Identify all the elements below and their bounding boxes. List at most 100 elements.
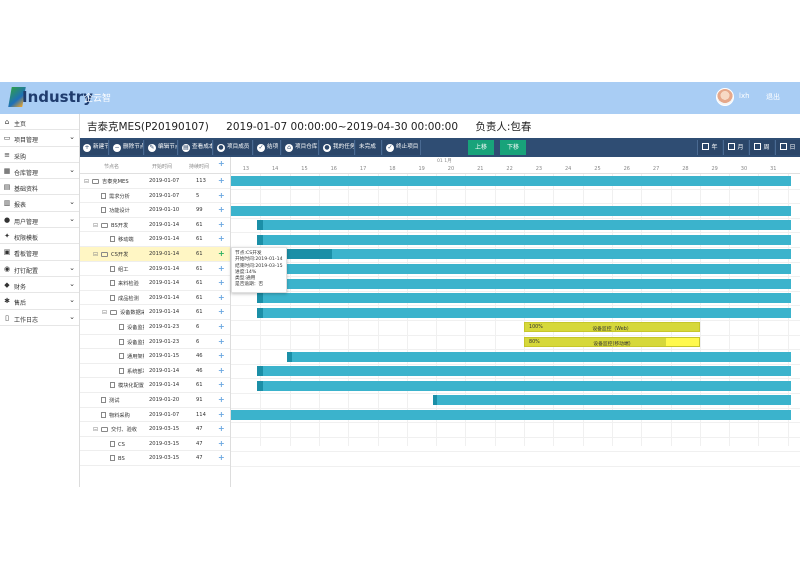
table-row[interactable]: ⊟ BS开发 2019-01-14 61 + [80,218,230,233]
sidebar-item[interactable]: ✱ 售后 ⌄ [0,293,79,310]
col-name-header[interactable]: 节点名 [104,164,120,170]
table-row[interactable]: 移动端 2019-01-14 61 + [80,232,230,247]
task-bar[interactable] [231,409,791,420]
task-bar[interactable] [433,395,791,406]
view-3-button[interactable]: 日 [775,140,800,155]
task-bar[interactable]: 80% 设备监控(移动端) [524,336,700,347]
move-up-button[interactable]: 上移 [468,140,494,155]
add-child-icon[interactable]: + [218,249,225,258]
node-name[interactable]: 设备数据采集 [110,309,144,316]
col-duration-header[interactable]: 持续时间 [189,164,210,170]
add-child-icon[interactable]: + [218,365,225,375]
table-row[interactable]: 来料检验 2019-01-14 61 + [80,276,230,291]
add-child-icon[interactable]: + [218,351,225,361]
table-row[interactable]: ⊟ CS开发 2019-01-14 61 + [80,247,230,262]
sidebar-item[interactable]: ✦ 权限模板 [0,228,79,245]
collapse-toggle-icon[interactable]: ⊟ [102,309,108,317]
toolbar-button[interactable]: ● 项目成员 [214,140,253,155]
sidebar-item[interactable]: ▦ 仓库管理 ⌄ [0,163,79,180]
username[interactable]: lxh [739,92,750,100]
table-row[interactable]: 设备监控（W 2019-01-23 6 + [80,320,230,335]
task-bar[interactable] [231,176,791,187]
node-name[interactable]: 交付、验收 [101,426,144,433]
task-bar[interactable] [257,234,791,245]
chevron-down-icon[interactable]: ⌄ [69,165,75,174]
add-child-icon[interactable]: + [218,190,225,200]
toolbar-button[interactable]: ● 我的任务 [320,140,355,155]
col-start-header[interactable]: 开始时间 [152,164,173,170]
sidebar-item[interactable]: ▤ 基础资料 [0,179,79,196]
add-child-icon[interactable]: + [218,219,225,229]
chevron-down-icon[interactable]: ⌄ [69,198,75,207]
chevron-down-icon[interactable]: ⌄ [69,279,75,288]
add-child-icon[interactable]: + [218,322,225,331]
add-child-icon[interactable]: + [218,424,225,434]
add-child-icon[interactable]: + [218,263,225,273]
sidebar-item[interactable]: ▯ 工作日志 ⌄ [0,310,79,326]
sidebar-item[interactable]: ⌂ 主页 [0,114,79,131]
node-name[interactable]: 设备监控（W [119,324,144,331]
node-name[interactable]: 模块化配置操作 [110,382,144,389]
table-row[interactable]: BS 2019-03-15 47 + [80,451,230,466]
table-row[interactable]: ⊟ 交付、验收 2019-03-15 47 + [80,422,230,437]
chevron-down-icon[interactable]: ⌄ [69,263,75,272]
toolbar-button[interactable]: ⌂ 项目仓库 [282,140,319,155]
add-child-icon[interactable]: + [218,234,225,244]
node-name[interactable]: BS开发 [101,222,144,229]
table-row[interactable]: ⊟ 设备数据采集 2019-01-14 61 + [80,305,230,320]
task-bar[interactable] [257,263,791,274]
node-name[interactable]: 来料检验 [110,280,144,287]
collapse-toggle-icon[interactable]: ⊟ [84,178,90,185]
collapse-toggle-icon[interactable]: ⊟ [93,221,99,229]
node-name[interactable]: 需求分析 [101,192,144,200]
node-name[interactable]: 通用架构搭建 [119,353,144,360]
sidebar-item[interactable]: ≡ 采购 [0,147,79,163]
add-child-icon[interactable]: + [218,453,225,463]
user-avatar[interactable] [716,88,734,106]
node-name[interactable]: 组工 [110,265,144,273]
task-bar[interactable] [257,307,791,318]
chevron-down-icon[interactable]: ⌄ [69,133,75,142]
toolbar-button[interactable]: ▤ 查看成本 [179,140,213,155]
task-bar[interactable] [231,205,791,216]
logout-link[interactable]: 退出 [766,93,780,101]
table-row[interactable]: 模块化配置操作 2019-01-14 61 + [80,378,230,393]
industry-logo[interactable]: Industry [8,86,93,110]
view-2-button[interactable]: 周 [749,140,774,155]
table-row[interactable]: 通用架构搭建 2019-01-15 46 + [80,349,230,364]
task-bar[interactable] [286,351,791,362]
toolbar-button[interactable]: − 删除节点 [110,140,144,155]
table-row[interactable]: 需求分析 2019-01-07 5 + [80,189,230,204]
add-child-icon[interactable]: + [218,307,225,317]
add-child-icon[interactable]: + [218,380,225,390]
task-bar[interactable] [257,380,791,391]
task-bar[interactable] [257,220,791,231]
task-bar[interactable] [257,278,791,289]
node-name[interactable]: 物料采购 [101,411,144,419]
chevron-down-icon[interactable]: ⌄ [69,214,75,223]
table-row[interactable]: 系统部署、试 2019-01-14 46 + [80,364,230,379]
add-child-icon[interactable]: + [218,205,225,215]
add-child-icon[interactable]: + [218,438,225,448]
table-row[interactable]: 物料采购 2019-01-07 114 + [80,408,230,423]
sidebar-item[interactable]: ◉ 打钉配置 ⌄ [0,261,79,277]
move-down-button[interactable]: 下移 [500,140,526,155]
toolbar-button[interactable]: 未完成 [356,140,382,155]
node-name[interactable]: CS [110,440,144,448]
node-name[interactable]: 功能设计 [101,207,144,214]
node-name[interactable]: CS开发 [101,251,144,258]
table-row[interactable]: 设备监控(移动 2019-01-23 6 + [80,335,230,350]
add-child-icon[interactable]: + [218,395,225,404]
add-child-icon[interactable]: + [218,409,225,419]
sidebar-item[interactable]: ● 用户管理 ⌄ [0,212,79,229]
toolbar-button[interactable]: ✓ 结项 [254,140,281,155]
node-name[interactable]: 设备监控(移动 [119,338,144,346]
collapse-toggle-icon[interactable]: ⊟ [93,251,99,258]
node-name[interactable]: 移动端 [110,236,144,243]
node-name[interactable]: BS [110,455,144,462]
chevron-down-icon[interactable]: ⌄ [69,296,75,305]
table-row[interactable]: 组工 2019-01-14 61 + [80,262,230,277]
node-name[interactable]: 成品检测 [110,294,144,302]
task-bar[interactable] [257,366,791,377]
sidebar-item[interactable]: ▥ 报表 ⌄ [0,195,79,212]
